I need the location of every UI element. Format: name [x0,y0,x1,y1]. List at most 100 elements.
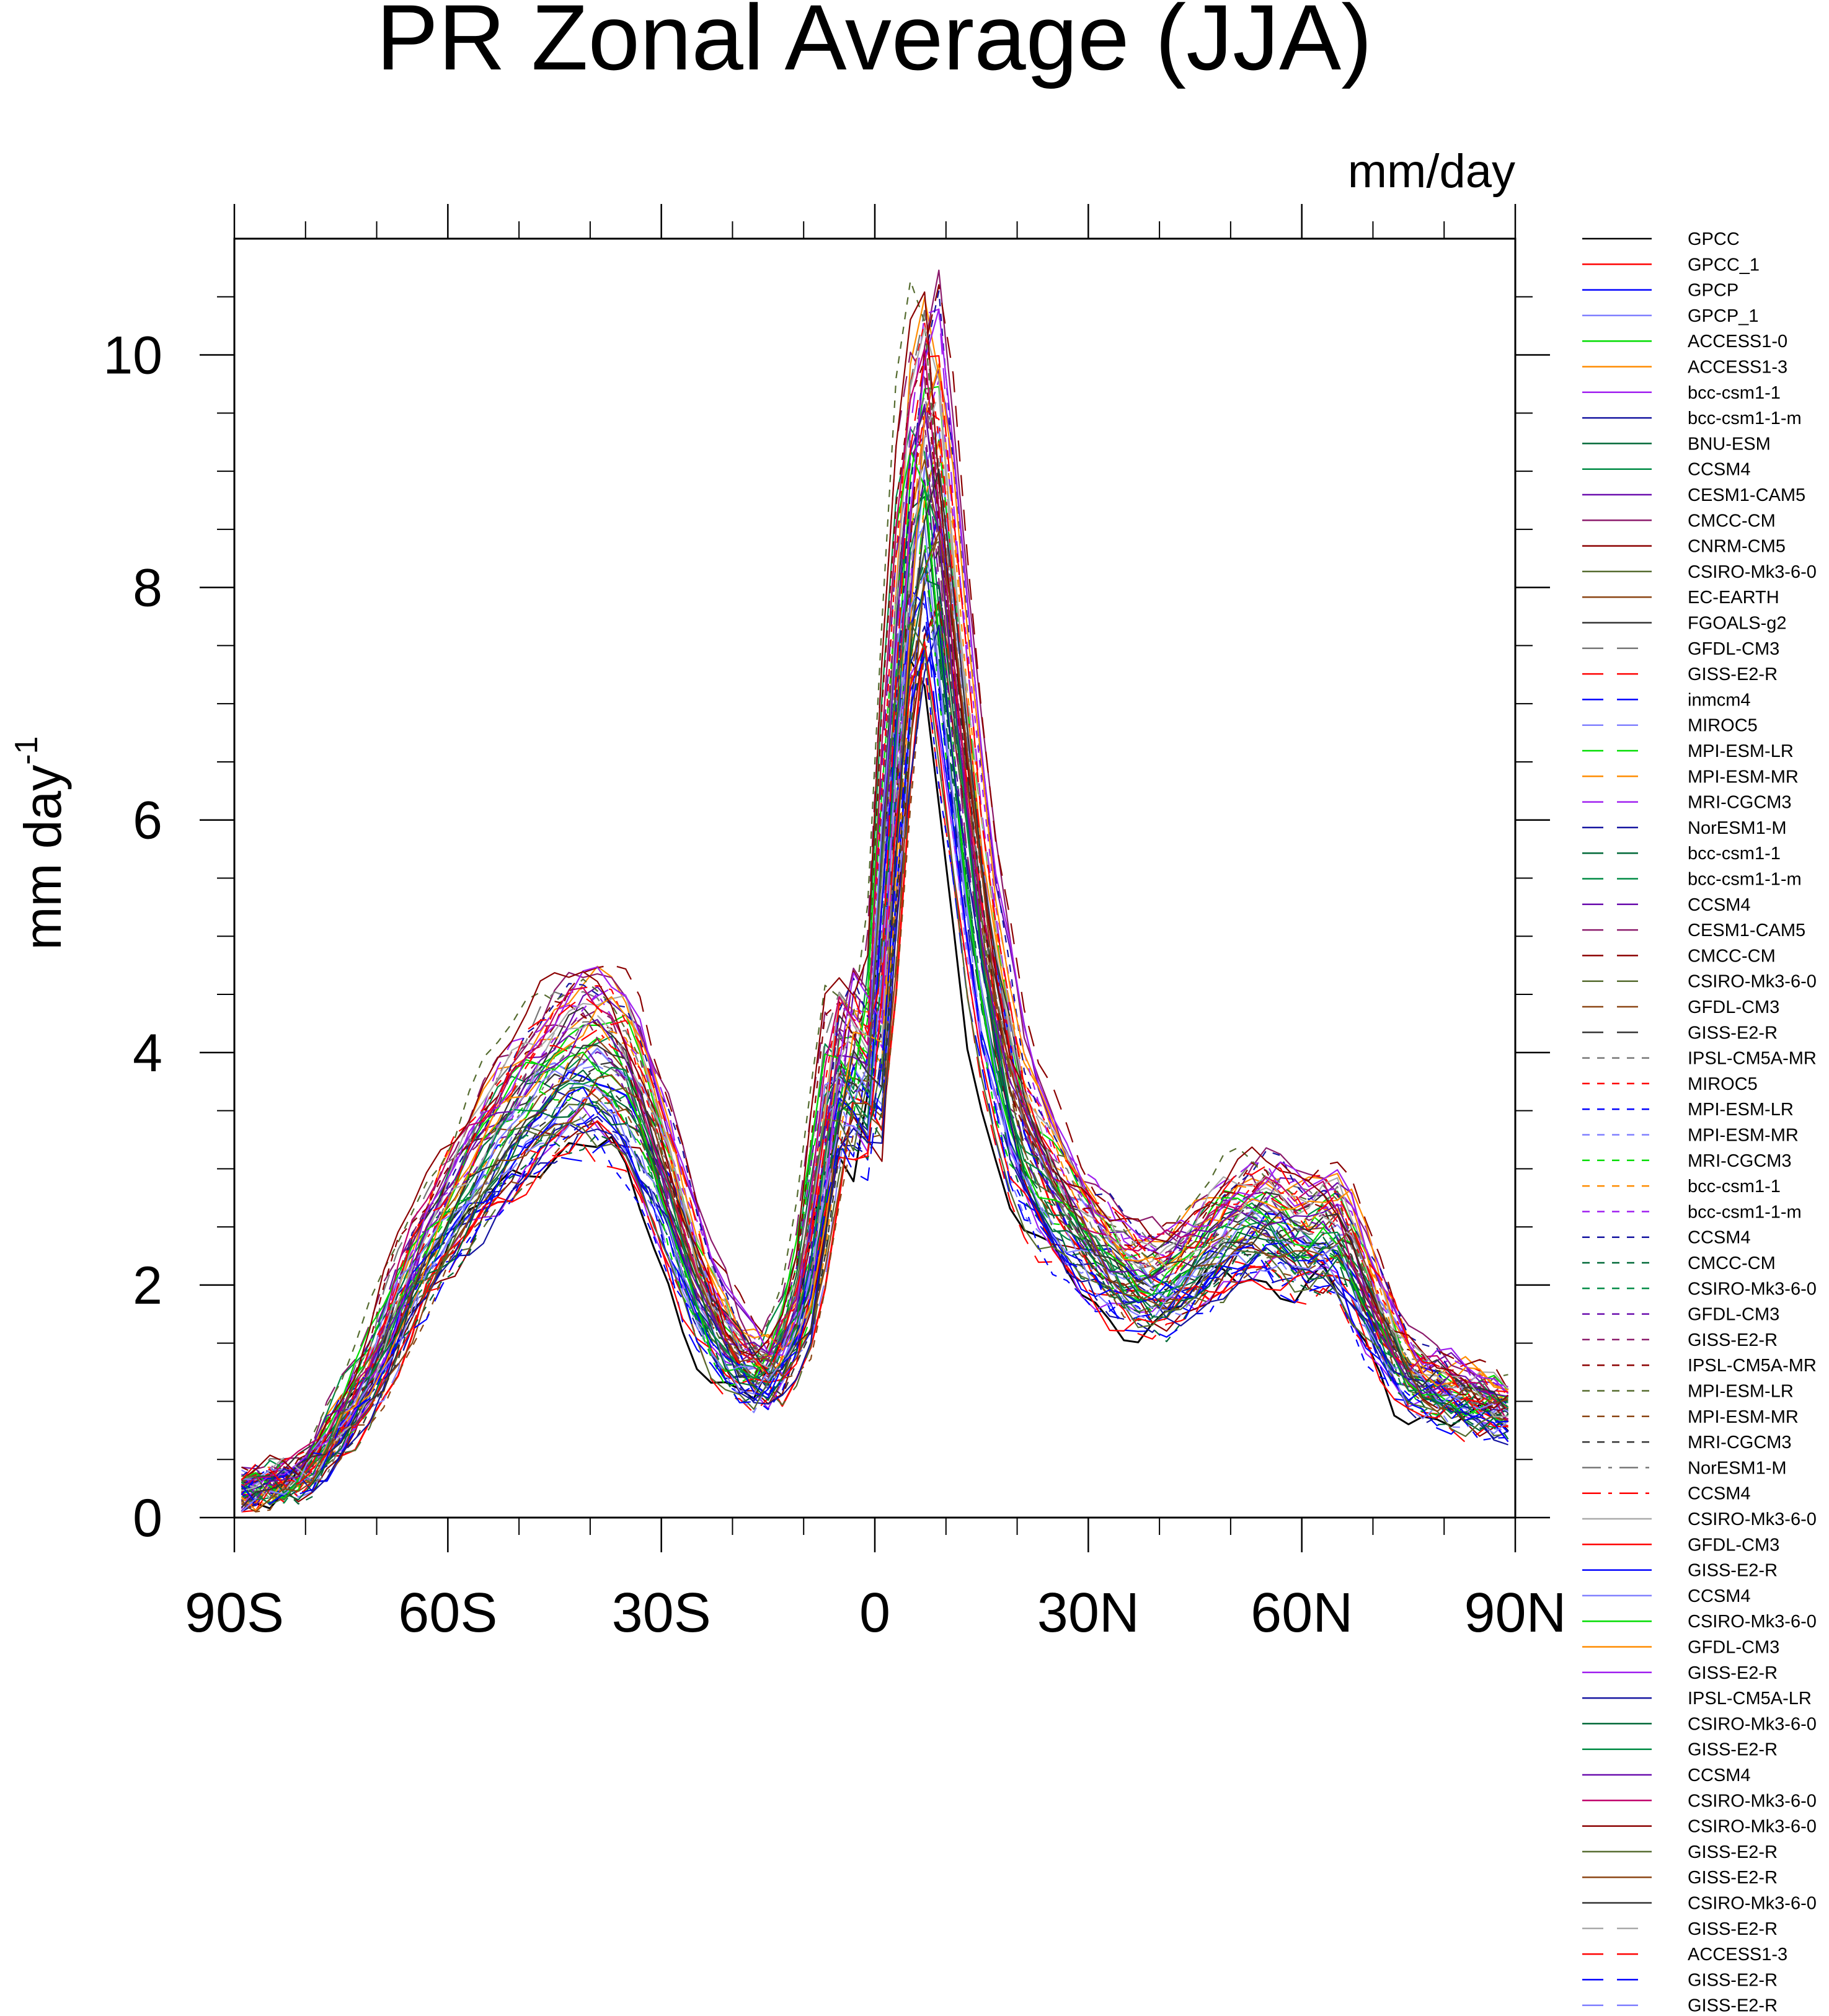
series-line-32 [241,472,1509,1494]
legend-label-2: GPCC_1 [1688,255,1760,275]
legend-label-29: CMCC-CM [1688,946,1776,966]
series-line-65 [241,531,1508,1513]
series-line-31 [241,532,1508,1488]
series-line-45 [241,360,1508,1475]
x-tick-label-5: 30N [1037,1582,1140,1644]
series-line-63 [241,291,1509,1480]
legend-label-37: MRI-CGCM3 [1688,1151,1792,1171]
legend-label-22: MPI-ESM-MR [1688,767,1799,787]
series-line-19 [241,588,1508,1506]
legend-label-67: GISS-E2-R [1688,1919,1778,1939]
legend-label-5: ACCESS1-0 [1688,332,1787,351]
legend-label-38: bcc-csm1-1 [1688,1177,1781,1196]
legend-label-70: GISS-E2-R [1688,1996,1778,2016]
units-label: mm/day [1348,145,1515,198]
legend-label-6: ACCESS1-3 [1688,358,1787,378]
x-tick-label-6: 60N [1251,1582,1353,1644]
legend-label-40: CCSM4 [1688,1228,1751,1248]
series-line-46 [241,280,1508,1492]
y-axis-label-text: mm day [14,765,72,950]
legend-label-44: GISS-E2-R [1688,1330,1778,1350]
series-line-57 [241,308,1509,1510]
series-line-69 [241,647,1508,1505]
legend-label-69: GISS-E2-R [1688,1970,1778,1990]
legend-label-32: GISS-E2-R [1688,1023,1778,1043]
y-axis-label-superscript: -1 [9,736,45,765]
series-line-70 [241,573,1509,1513]
legend-label-15: EC-EARTH [1688,588,1779,608]
series-line-33 [241,395,1509,1503]
legend-label-41: CMCC-CM [1688,1253,1776,1273]
y-tick-label-3: 4 [133,1023,162,1083]
series-line-47 [241,599,1509,1513]
y-tick-label-4: 6 [133,791,162,851]
chart-title: PR Zonal Average (JJA) [376,0,1372,89]
y-tick-label-1: 0 [133,1488,162,1548]
series-line-48 [241,549,1508,1513]
legend-label-3: GPCP [1688,281,1738,301]
legend-label-57: GISS-E2-R [1688,1663,1778,1683]
legend-label-39: bcc-csm1-1-m [1688,1202,1802,1222]
legend-label-53: GISS-E2-R [1688,1561,1778,1581]
legend-label-9: BNU-ESM [1688,434,1771,454]
legend-label-65: GISS-E2-R [1688,1868,1778,1888]
legend-label-59: CSIRO-Mk3-6-0 [1688,1714,1817,1734]
legend-label-13: CNRM-CM5 [1688,537,1786,557]
legend-label-25: bcc-csm1-1 [1688,844,1781,864]
legend-label-28: CESM1-CAM5 [1688,921,1805,940]
legend-label-21: MPI-ESM-LR [1688,741,1794,761]
y-axis-label: mm day-1 [9,736,72,950]
legend-label-17: GFDL-CM3 [1688,639,1779,659]
legend-label-19: inmcm4 [1688,690,1751,710]
y-tick-label-2: 2 [133,1256,162,1315]
series-line-41 [241,635,1509,1505]
legend-label-52: GFDL-CM3 [1688,1535,1779,1555]
legend-label-47: MPI-ESM-MR [1688,1407,1799,1427]
legend-label-8: bcc-csm1-1-m [1688,409,1802,428]
series-line-55 [241,449,1508,1499]
legend-label-68: ACCESS1-3 [1688,1945,1787,1965]
legend-label-50: CCSM4 [1688,1484,1751,1504]
axes-layer: 90S 60S 30S 0 30N 60N 90N 0 2 4 6 8 10 [103,204,1567,1644]
legend-label-11: CESM1-CAM5 [1688,485,1805,505]
x-tick-label-2: 60S [398,1582,497,1644]
legend-label-12: CMCC-CM [1688,511,1776,531]
legend-label-24: NorESM1-M [1688,818,1787,838]
series-line-43 [241,479,1508,1506]
series-line-34 [241,321,1509,1497]
legend-label-54: CCSM4 [1688,1586,1751,1606]
legend-label-42: CSIRO-Mk3-6-0 [1688,1279,1817,1299]
legend-label-56: GFDL-CM3 [1688,1638,1779,1658]
series-line-28 [241,351,1509,1494]
legend-label-14: CSIRO-Mk3-6-0 [1688,562,1817,582]
legend-label-26: bcc-csm1-1-m [1688,870,1802,890]
x-tick-label-1: 90S [185,1582,284,1644]
legend-label-51: CSIRO-Mk3-6-0 [1688,1510,1817,1529]
series-line-52 [241,640,1508,1513]
series-line-64 [241,621,1508,1501]
legend-label-33: IPSL-CM5A-MR [1688,1049,1817,1069]
legend-label-16: FGOALS-g2 [1688,614,1787,634]
legend-label-30: CSIRO-Mk3-6-0 [1688,972,1817,992]
legend-label-63: CSIRO-Mk3-6-0 [1688,1817,1817,1837]
legend-label-20: MIROC5 [1688,716,1758,736]
series-line-58 [241,624,1508,1493]
legend-label-36: MPI-ESM-MR [1688,1126,1799,1146]
series-line-17 [241,309,1509,1482]
legend-label-55: CSIRO-Mk3-6-0 [1688,1612,1817,1632]
series-line-44 [241,421,1509,1494]
series-line-27 [241,435,1509,1487]
x-tick-label-4: 0 [859,1582,890,1644]
legend-label-48: MRI-CGCM3 [1688,1433,1792,1452]
legend: GPCC GPCC_1 GPCP GPCP_1 ACCESS1-0 ACCESS1-3 bc… [1582,229,1817,2016]
legend-label-43: GFDL-CM3 [1688,1305,1779,1325]
legend-label-10: CCSM4 [1688,460,1751,480]
legend-label-61: CCSM4 [1688,1766,1751,1785]
x-tick-label-3: 30S [612,1582,711,1644]
legend-label-34: MIROC5 [1688,1074,1758,1094]
series-line-66 [241,468,1509,1508]
legend-label-66: CSIRO-Mk3-6-0 [1688,1894,1817,1914]
legend-label-62: CSIRO-Mk3-6-0 [1688,1791,1817,1811]
y-tick-label-5: 8 [133,559,162,618]
